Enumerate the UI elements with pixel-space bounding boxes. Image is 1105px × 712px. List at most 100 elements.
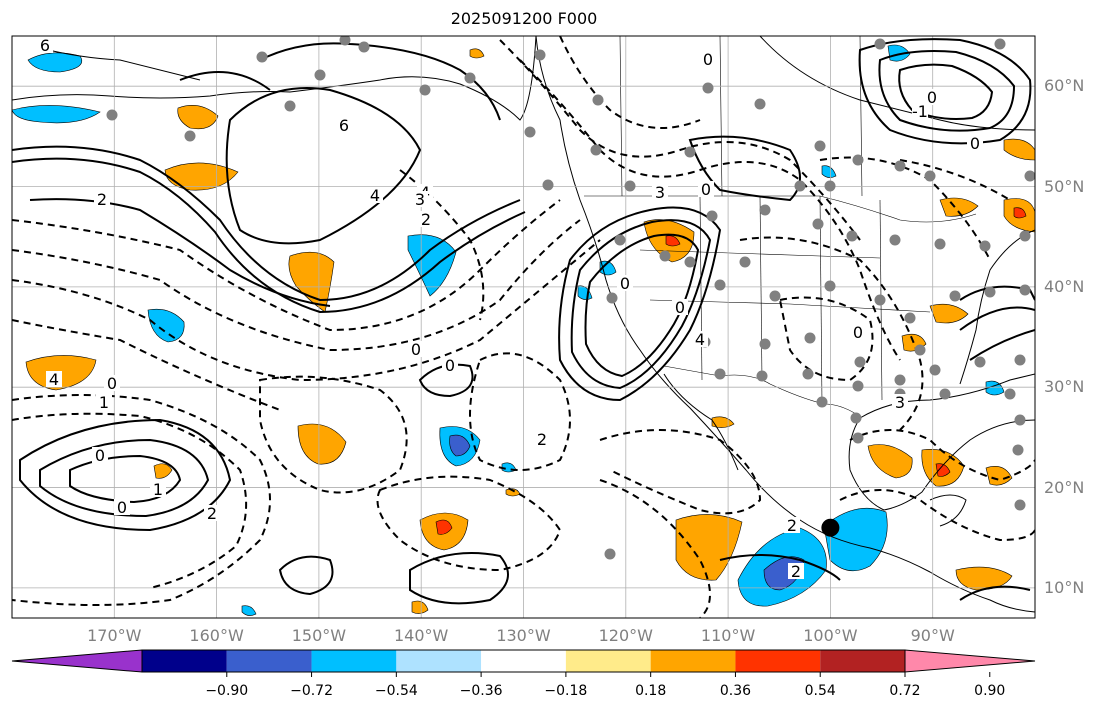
station-dot: [804, 332, 816, 344]
station-dot: [714, 279, 726, 291]
contour-dashed: [12, 412, 248, 589]
station-dot: [824, 180, 836, 192]
contour-label-background: [698, 181, 714, 197]
station-dot: [659, 250, 671, 262]
contour-solid: [259, 42, 501, 121]
coastline-baja: [663, 373, 739, 471]
anomaly-patch-orange: [469, 48, 485, 59]
longitude-label: 130°W: [496, 626, 551, 645]
station-dot: [1019, 230, 1031, 242]
anomaly-patch-blue: [887, 44, 911, 62]
station-dot: [339, 36, 351, 46]
station-dot: [606, 292, 618, 304]
contour-label: 4: [49, 370, 59, 389]
station-dot: [816, 396, 828, 408]
latitude-label: 10°N: [1044, 577, 1085, 597]
colorbar-segment: [396, 650, 482, 672]
contour-label: 2: [421, 210, 431, 229]
contour-label: 2: [97, 190, 107, 209]
station-dot: [852, 432, 864, 444]
coastline-gulf: [848, 373, 1035, 511]
latitude-label: 30°N: [1044, 377, 1085, 397]
contour-dashed: [469, 352, 571, 471]
latitude-label: 60°N: [1044, 76, 1085, 96]
contour-label: 3: [655, 183, 665, 202]
contour-dashed: [559, 36, 701, 129]
station-dot: [614, 234, 626, 246]
station-dot: [894, 160, 906, 172]
coastline-yucatan: [929, 494, 967, 527]
contour-dashed: [499, 39, 861, 241]
contour-solid: [19, 418, 232, 532]
anomaly-patch-orange: [1003, 138, 1035, 161]
contour-label: 0: [853, 323, 863, 342]
station-dot: [949, 290, 961, 302]
anomaly-patch-blue: [823, 507, 888, 572]
longitude-label: 160°W: [189, 626, 244, 645]
contour-label: -1: [912, 102, 928, 121]
station-dot: [464, 72, 476, 84]
contour-label: 1: [153, 480, 163, 499]
border-us-canada: [584, 195, 977, 223]
contour-label: 2: [537, 430, 547, 449]
contour-solid: [278, 555, 334, 596]
station-dot: [1019, 284, 1031, 296]
contour-label-background: [967, 135, 983, 151]
contour-dashed: [839, 489, 1035, 542]
contour-label-background: [37, 37, 53, 53]
shaded-anomalies: [12, 44, 1035, 616]
station-dot: [739, 256, 751, 268]
anomaly-patch-orange: [411, 600, 429, 614]
longitude-label: 90°W: [910, 626, 955, 645]
contour-dashed: [259, 375, 408, 494]
dashed-contours: [12, 36, 1035, 618]
contour-solid: [409, 552, 509, 605]
contour-label: 0: [445, 356, 455, 375]
map-frame: [11, 35, 1036, 619]
contour-label: 0: [701, 180, 711, 199]
station-dot: [1014, 499, 1026, 511]
lat-lon-grid: [12, 36, 1035, 618]
contour-label-background: [912, 103, 928, 119]
anomaly-patch-orange: [177, 105, 219, 130]
contour-label: 0: [703, 50, 713, 69]
contour-label: 0: [411, 340, 421, 359]
contour-dashed: [12, 394, 271, 606]
political-borders: [584, 36, 977, 415]
contour-label: 6: [40, 36, 50, 55]
border-states-5: [819, 195, 823, 405]
station-dot: [702, 82, 714, 94]
anomaly-patch-red: [435, 519, 453, 535]
station-dot: [534, 49, 546, 61]
latitude-label: 50°N: [1044, 176, 1085, 196]
contour-solid: [898, 63, 994, 120]
station-dot: [706, 210, 718, 222]
station-dot: [889, 234, 901, 246]
longitude-label: 110°W: [700, 626, 756, 645]
colorbar-segment: [311, 650, 397, 672]
station-dot: [1014, 354, 1026, 366]
map-title: 2025091200 F000: [450, 9, 598, 28]
station-dot: [1004, 388, 1016, 400]
contour-dashed: [12, 219, 581, 352]
station-dot: [684, 256, 696, 268]
longitude-label: 150°W: [291, 626, 347, 645]
contour-label-background: [442, 357, 458, 373]
contour-label-background: [367, 187, 383, 203]
contour-dashed: [12, 239, 601, 382]
station-dot: [984, 286, 996, 298]
station-dot: [419, 84, 431, 96]
contour-label-background: [114, 499, 130, 515]
coastline-east: [959, 229, 1035, 385]
contour-dashed: [599, 479, 711, 618]
anomaly-patch-orange: [867, 444, 913, 479]
station-dot: [542, 179, 554, 191]
station-dot: [314, 69, 326, 81]
contour-label: 0: [117, 498, 127, 517]
anomaly-patch-blue: [147, 308, 185, 343]
station-dot: [802, 368, 814, 380]
station-dot: [1014, 414, 1026, 426]
colorbar-tick-label: −0.18: [544, 683, 588, 699]
colorbar-frame: [141, 649, 906, 673]
colorbar-segment: [650, 650, 736, 672]
